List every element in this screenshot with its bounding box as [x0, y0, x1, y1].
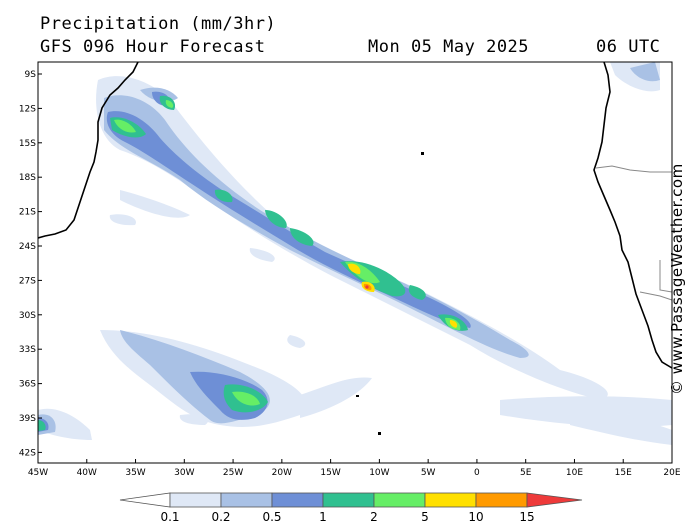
lat-label: 21S — [19, 208, 36, 218]
lon-label: 15E — [615, 468, 632, 478]
island — [378, 432, 381, 435]
precip-legend: 0.1 0.2 0.5 1 2 5 10 15 — [119, 492, 583, 524]
legend-swatch — [271, 492, 324, 508]
lon-label: 10W — [369, 468, 389, 478]
legend-swatch — [475, 492, 528, 508]
lat-label: 30S — [19, 311, 36, 321]
legend-swatch — [169, 492, 222, 508]
legend-swatch — [526, 492, 583, 508]
legend-label: 1 — [319, 510, 327, 524]
lon-label: 25W — [223, 468, 243, 478]
lat-label: 24S — [19, 242, 36, 252]
lon-label: 5E — [520, 468, 532, 478]
legend-swatch — [322, 492, 375, 508]
forecast-date: Mon 05 May 2025 — [368, 37, 530, 57]
legend-label: 0.5 — [262, 510, 281, 524]
country-border — [659, 260, 672, 293]
legend-label: 10 — [468, 510, 483, 524]
south-america-coastline — [38, 62, 139, 239]
legend-label: 15 — [519, 510, 534, 524]
lat-label: 18S — [19, 173, 36, 183]
legend-swatch — [119, 492, 171, 508]
legend-label: 0.1 — [160, 510, 179, 524]
legend-swatch — [373, 492, 426, 508]
island — [421, 152, 424, 155]
credit-text: © www.PassageWeather.com — [668, 163, 686, 395]
map-frame — [37, 61, 673, 464]
chart-title: Precipitation (mm/3hr) — [40, 14, 277, 34]
lat-label: 12S — [19, 104, 36, 114]
lon-label: 40W — [77, 468, 97, 478]
lon-label: 15W — [320, 468, 340, 478]
lon-label: 0 — [474, 468, 480, 478]
lat-label: 39S — [19, 414, 36, 424]
map-field — [38, 62, 672, 463]
lat-label: 42S — [19, 448, 36, 458]
lat-label: 27S — [19, 276, 36, 286]
forecast-time: 06 UTC — [596, 37, 661, 57]
legend-swatch — [220, 492, 273, 508]
lon-label: 20E — [663, 468, 680, 478]
latitude-axis: 9S 12S 15S 18S 21S 24S 27S 30S 33S 36S 39S 42S — [19, 70, 42, 458]
longitude-axis: 45W 40W 35W 30W 25W 20W 15W 10W 5W 0 5E 10E 15E 20E — [28, 459, 681, 478]
precip-max-areas — [363, 283, 372, 290]
lon-label: 5W — [421, 468, 436, 478]
lat-label: 15S — [19, 139, 36, 149]
lon-label: 35W — [125, 468, 145, 478]
lon-label: 30W — [174, 468, 194, 478]
lat-label: 9S — [25, 70, 37, 80]
legend-label: 0.2 — [211, 510, 230, 524]
lon-label: 10E — [566, 468, 583, 478]
legend-label: 2 — [370, 510, 378, 524]
country-border — [595, 165, 672, 173]
africa-coastline — [593, 62, 672, 369]
forecast-model: GFS 096 Hour Forecast — [40, 37, 266, 57]
lon-label: 20W — [272, 468, 292, 478]
island — [356, 395, 359, 397]
lat-label: 33S — [19, 345, 36, 355]
lon-label: 45W — [28, 468, 48, 478]
legend-label: 5 — [421, 510, 429, 524]
legend-swatch — [424, 492, 477, 508]
country-border — [639, 291, 672, 301]
lat-label: 36S — [19, 380, 36, 390]
